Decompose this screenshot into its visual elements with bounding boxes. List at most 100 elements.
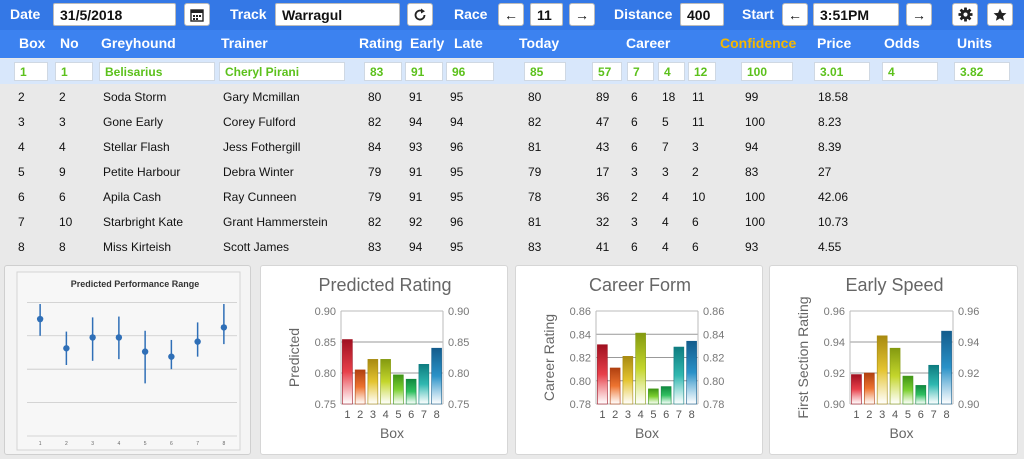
career-starts-cell: 47 — [596, 115, 610, 129]
x-axis-title: Box — [635, 425, 659, 441]
early-speed-panel: Early Speed 0.90 0.90 0.92 0.92 0.94 0.94 0.96 0… — [769, 265, 1018, 455]
predicted-rating-chart: Predicted Rating 0.75 0.75 0.80 0.80 0.85 0.85… — [286, 275, 469, 441]
x-tick-label: 1 — [39, 441, 42, 447]
today-cell: 79 — [528, 165, 542, 179]
start-prev-button[interactable]: ← — [782, 3, 808, 26]
greyhound-name: Soda Storm — [103, 90, 167, 104]
y-tick-label: 0.92 — [824, 368, 845, 380]
refresh-button[interactable] — [407, 3, 433, 26]
number-cell: 3 — [59, 115, 66, 129]
x-tick-label: 5 — [395, 409, 401, 421]
table-row[interactable]: 3 3 Gone Early Corey Fulford 82 94 94 82 47 6 5 11 1… — [0, 109, 1024, 134]
bar-box-4 — [889, 347, 901, 405]
y-tick-label-right: 0.75 — [448, 399, 469, 411]
table-row[interactable]: 1 1 Belisarius Cheryl Pirani 83 91 96 85 57 7 4 12 1… — [0, 59, 1024, 84]
x-tick-label: 4 — [892, 409, 898, 421]
col-career[interactable]: Career — [626, 35, 671, 51]
today-cell: 80 — [528, 90, 542, 104]
table-row[interactable]: 2 2 Soda Storm Gary Mcmillan 80 91 95 80 89 6 18 11… — [0, 84, 1024, 109]
bar-box-5 — [648, 388, 659, 405]
col-units[interactable]: Units — [957, 35, 992, 51]
greyhound-name: Stellar Flash — [103, 140, 170, 154]
career-seconds-cell: 4 — [662, 190, 669, 204]
race-next-button[interactable]: → — [569, 3, 595, 26]
table-row[interactable]: 8 8 Miss Kirteish Scott James 83 94 95 83 41 6 4 6 9… — [0, 234, 1024, 259]
x-tick-label: 7 — [931, 409, 937, 421]
box-cell: 6 — [18, 190, 25, 204]
x-tick-label: 5 — [650, 409, 656, 421]
favorite-button[interactable] — [987, 3, 1013, 26]
table-row[interactable]: 7 10 Starbright Kate Grant Hammerstein 82 92 9… — [0, 209, 1024, 234]
confidence-cell: 83 — [745, 165, 759, 179]
bar-box-3 — [367, 359, 379, 405]
career-thirds-cell: 10 — [692, 190, 706, 204]
number-cell: 6 — [59, 190, 66, 204]
career-wins-cell: 3 — [631, 165, 638, 179]
col-confidence[interactable]: Confidence — [720, 35, 797, 51]
y-tick-label: 0.75 — [315, 399, 336, 411]
today-cell: 81 — [528, 140, 542, 154]
table-row[interactable]: 5 9 Petite Harbour Debra Winter 79 91 95 79 17 3 3… — [0, 159, 1024, 184]
y-axis-title: Career Rating — [541, 314, 557, 401]
bar-box-5 — [393, 374, 404, 405]
race-prev-button[interactable]: ← — [498, 3, 524, 26]
career-starts-cell: 17 — [596, 165, 610, 179]
career-seconds-cell: 4 — [662, 215, 669, 229]
col-odds[interactable]: Odds — [884, 35, 920, 51]
career-seconds-cell: 18 — [662, 90, 676, 104]
table-row[interactable]: 4 4 Stellar Flash Jess Fothergill 84 93 96 81 43… — [0, 134, 1024, 159]
col-price[interactable]: Price — [817, 35, 852, 51]
col-no[interactable]: No — [60, 35, 79, 51]
career-wins-cell: 6 — [631, 115, 638, 129]
confidence-cell: 100 — [741, 62, 793, 81]
confidence-cell: 99 — [745, 90, 759, 104]
chart-title: Early Speed — [845, 275, 943, 295]
x-axis-title: Box — [380, 425, 404, 441]
y-axis-title: First Section Rating — [795, 296, 811, 418]
race-input[interactable]: 11 — [530, 3, 563, 26]
track-input[interactable]: Warragul — [275, 3, 400, 26]
trainer-name: Scott James — [223, 240, 290, 254]
x-tick-label: 6 — [918, 409, 924, 421]
start-next-button[interactable]: → — [906, 3, 932, 26]
col-rating[interactable]: Rating — [359, 35, 403, 51]
x-tick-label: 2 — [357, 409, 363, 421]
rating-cell: 84 — [368, 140, 382, 154]
settings-button[interactable] — [952, 3, 978, 26]
x-tick-label: 3 — [91, 441, 94, 447]
col-box[interactable]: Box — [19, 35, 46, 51]
distance-input[interactable]: 400 — [680, 3, 724, 26]
bar-box-8 — [431, 347, 442, 405]
greyhound-name: Petite Harbour — [103, 165, 181, 179]
early-speed-chart: Early Speed 0.90 0.90 0.92 0.92 0.94 0.94 0.96 0… — [795, 275, 979, 441]
late-cell: 94 — [450, 115, 464, 129]
trainer-name: Ray Cunneen — [223, 190, 297, 204]
col-today[interactable]: Today — [519, 35, 560, 51]
start-time-input[interactable]: 3:51PM — [813, 3, 899, 26]
col-late[interactable]: Late — [454, 35, 483, 51]
y-axis-title: Predicted — [286, 328, 302, 387]
date-input[interactable]: 31/5/2018 — [53, 3, 176, 26]
bar-box-2 — [354, 369, 366, 405]
greyhound-name: Miss Kirteish — [103, 240, 172, 254]
late-cell: 95 — [450, 90, 464, 104]
confidence-cell: 94 — [745, 140, 759, 154]
x-tick-label: 4 — [117, 441, 120, 447]
col-trainer[interactable]: Trainer — [221, 35, 268, 51]
career-wins-cell: 6 — [631, 90, 638, 104]
y-tick-label: 0.96 — [824, 306, 845, 318]
career-wins-cell: 7 — [627, 62, 654, 81]
table-row[interactable]: 6 6 Apila Cash Ray Cunneen 79 91 95 78 36 2 4 10 100… — [0, 184, 1024, 209]
number-cell: 1 — [55, 62, 93, 81]
x-tick-label: 6 — [663, 409, 669, 421]
bar-box-6 — [915, 385, 927, 405]
calendar-icon — [190, 8, 204, 22]
x-tick-label: 5 — [144, 441, 147, 447]
performance-range-chart: Predicted Performance Range 1 2 3 4 5 6 7 8 — [16, 271, 241, 451]
col-greyhound[interactable]: Greyhound — [101, 35, 176, 51]
col-early[interactable]: Early — [410, 35, 445, 51]
x-tick-label: 6 — [408, 409, 414, 421]
bar-box-5 — [902, 375, 914, 405]
calendar-button[interactable] — [184, 3, 210, 26]
trainer-name: Jess Fothergill — [223, 140, 301, 154]
